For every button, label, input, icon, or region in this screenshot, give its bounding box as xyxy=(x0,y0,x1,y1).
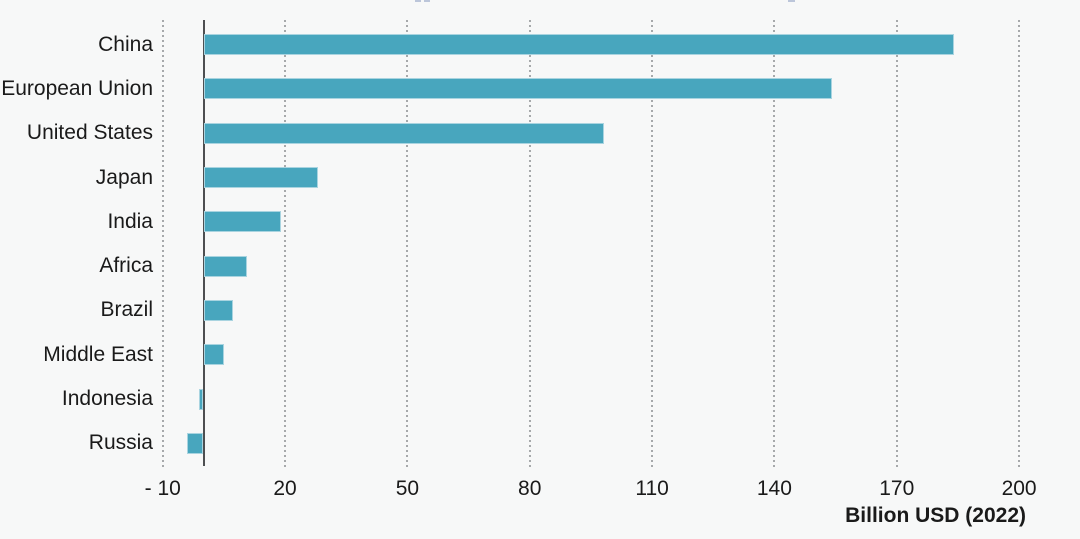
category-label: European Union xyxy=(1,76,153,100)
category-label: Japan xyxy=(95,165,153,189)
zero-axis-line xyxy=(202,20,205,466)
x-axis-title: Billion USD (2022) xyxy=(845,504,1026,527)
x-tick-label: 20 xyxy=(273,477,297,500)
x-tick-label: 200 xyxy=(1001,477,1037,500)
bar xyxy=(204,211,282,233)
bar xyxy=(187,432,204,454)
x-tick-label: 170 xyxy=(879,477,915,500)
x-tick-label: 80 xyxy=(518,477,542,500)
x-tick-label: 110 xyxy=(635,477,669,500)
bar xyxy=(204,255,247,277)
clipped-title-remnant xyxy=(415,0,421,2)
bar xyxy=(204,78,832,100)
x-tick-label: 140 xyxy=(756,477,792,500)
bar xyxy=(204,167,319,188)
gridline xyxy=(284,20,287,467)
clipped-title-remnant xyxy=(424,0,430,2)
category-label: China xyxy=(98,32,153,56)
gridline xyxy=(528,20,531,467)
x-tick-label: - 10 xyxy=(144,477,181,500)
category-label: Brazil xyxy=(100,298,153,322)
bar xyxy=(204,299,233,321)
category-label: United States xyxy=(26,121,153,145)
gridline xyxy=(773,20,776,467)
category-label: Middle East xyxy=(43,342,153,366)
gridline xyxy=(895,20,898,467)
category-label: India xyxy=(107,209,153,233)
gridline xyxy=(406,20,409,467)
category-label: Africa xyxy=(99,254,153,278)
bar xyxy=(199,388,204,410)
category-label: Russia xyxy=(88,431,153,455)
bar xyxy=(204,122,604,144)
bar xyxy=(204,34,955,56)
x-tick-label: 50 xyxy=(395,477,420,500)
bar xyxy=(204,344,225,366)
clipped-title-remnant xyxy=(788,0,795,2)
gridline xyxy=(651,20,654,467)
gridline xyxy=(1018,20,1021,467)
category-label: Indonesia xyxy=(61,387,153,410)
gridline xyxy=(161,20,164,467)
